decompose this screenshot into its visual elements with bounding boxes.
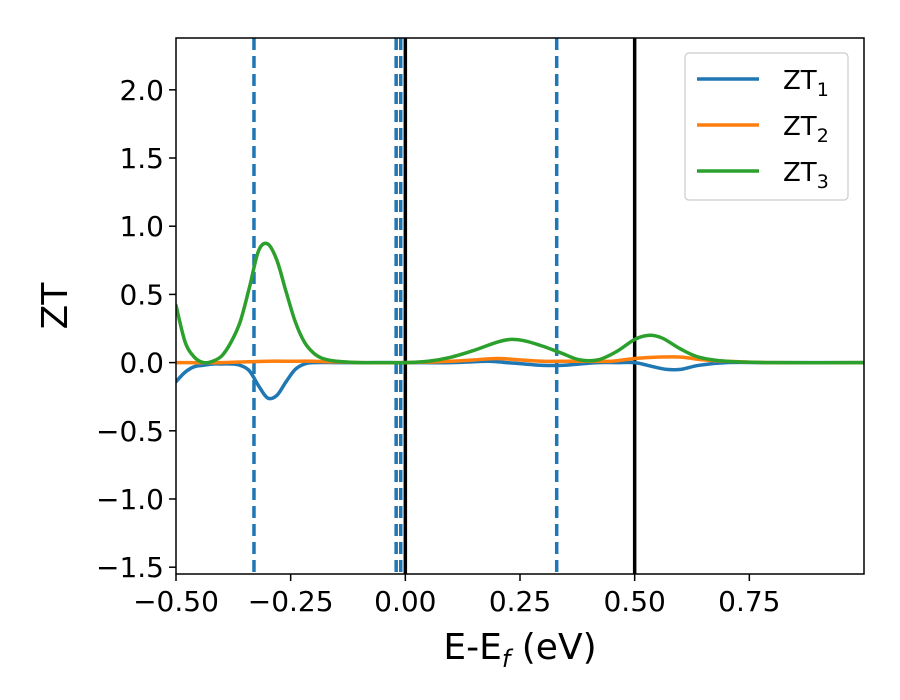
legend-label: ZT3: [783, 158, 829, 193]
x-tick-label: 0.50: [603, 585, 665, 618]
vertical-lines: [252, 38, 637, 574]
y-tick-label: 1.0: [119, 210, 164, 243]
series-line-zt2: [176, 355, 864, 365]
legend-item-zt2: ZT2: [697, 112, 829, 147]
legend-label: ZT2: [783, 112, 829, 147]
legend-item-zt1: ZT1: [697, 66, 829, 101]
legend: ZT1 ZT2 ZT3: [684, 52, 849, 201]
series-line-zt1: [176, 359, 864, 401]
x-tick-label: −0.25: [248, 585, 334, 618]
x-axis-label: E-Ef (eV): [443, 627, 596, 673]
x-tick-label: −0.50: [133, 585, 219, 618]
x-axis-ticks: −0.50 −0.25 0.00 0.25 0.50 0.75: [133, 574, 781, 618]
x-tick-label: 0.00: [374, 585, 436, 618]
legend-box: [684, 52, 849, 201]
x-axis-label-main: E-E: [443, 627, 501, 668]
y-tick-label: −1.5: [96, 551, 164, 584]
y-tick-label: −0.5: [96, 415, 164, 448]
x-tick-label: 0.75: [718, 585, 780, 618]
y-tick-label: −1.0: [96, 483, 164, 516]
y-tick-label: 0.0: [119, 347, 164, 380]
legend-item-zt3: ZT3: [697, 158, 829, 193]
y-tick-label: 2.0: [119, 74, 164, 107]
y-tick-label: 0.5: [119, 278, 164, 311]
series-lines: [176, 241, 864, 401]
x-axis-label-unit: (eV): [510, 627, 596, 668]
x-tick-label: 0.25: [489, 585, 551, 618]
series-line-zt3: [176, 241, 864, 365]
y-axis-ticks: −1.5 −1.0 −0.5 0.0 0.5 1.0 1.5 2.0: [96, 74, 176, 584]
y-tick-label: 1.5: [119, 142, 164, 175]
y-axis-label: ZT: [35, 282, 76, 330]
legend-label: ZT1: [783, 66, 829, 101]
